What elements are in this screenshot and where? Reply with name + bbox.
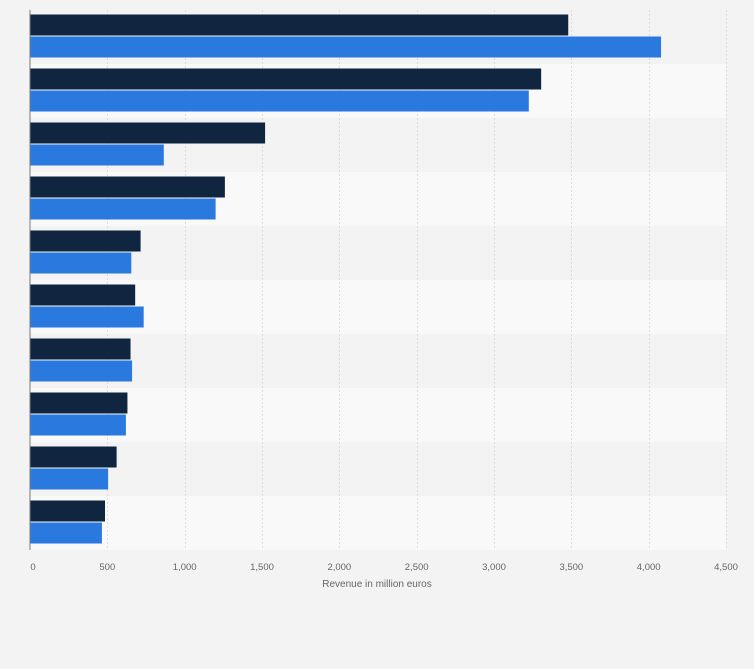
row-bands <box>30 10 726 550</box>
bar-dark-8[interactable] <box>30 392 128 414</box>
bar-dark-5[interactable] <box>30 230 141 252</box>
bar-blue-3[interactable] <box>30 144 164 166</box>
bar-blue-8[interactable] <box>30 414 126 436</box>
bar-dark-9[interactable] <box>30 446 117 468</box>
bar-blue-9[interactable] <box>30 468 109 490</box>
x-tick-label: 4,000 <box>637 562 661 573</box>
x-axis-title: Revenue in million euros <box>322 579 432 590</box>
bar-dark-2[interactable] <box>30 68 542 90</box>
x-tick-label: 1,500 <box>250 562 274 573</box>
row-band <box>30 496 726 550</box>
bar-blue-1[interactable] <box>30 36 662 58</box>
bar-blue-2[interactable] <box>30 90 529 112</box>
bar-blue-10[interactable] <box>30 522 102 544</box>
bar-blue-7[interactable] <box>30 360 133 382</box>
bar-blue-5[interactable] <box>30 252 132 274</box>
row-band <box>30 388 726 442</box>
x-tick-label: 2,000 <box>327 562 351 573</box>
x-tick-label: 1,000 <box>173 562 197 573</box>
bar-dark-10[interactable] <box>30 500 106 522</box>
bar-blue-6[interactable] <box>30 306 144 328</box>
row-band <box>30 334 726 388</box>
row-band <box>30 442 726 496</box>
row-band <box>30 280 726 334</box>
bars <box>30 14 662 544</box>
x-tick-label: 500 <box>99 562 115 573</box>
bar-blue-4[interactable] <box>30 198 216 220</box>
bar-dark-3[interactable] <box>30 122 266 144</box>
bar-dark-1[interactable] <box>30 14 569 36</box>
x-tick-label: 3,000 <box>482 562 506 573</box>
x-tick-label: 4,500 <box>714 562 738 573</box>
x-tick-labels: 0 500 1,000 1,500 2,000 2,500 3,000 3,500 4,000 4… <box>30 562 738 573</box>
row-band <box>30 226 726 280</box>
x-tick-label: 2,500 <box>405 562 429 573</box>
bar-dark-7[interactable] <box>30 338 131 360</box>
bar-dark-4[interactable] <box>30 176 225 198</box>
x-tick-label: 0 <box>30 562 35 573</box>
x-tick-label: 3,500 <box>559 562 583 573</box>
bar-dark-6[interactable] <box>30 284 136 306</box>
